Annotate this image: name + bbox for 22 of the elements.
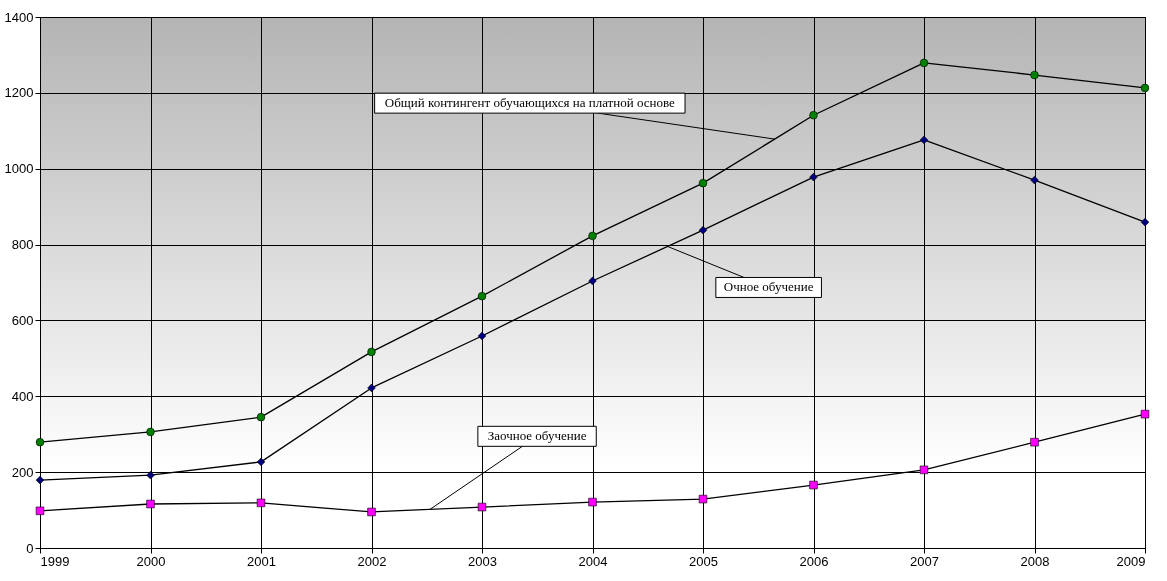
x-tick-label: 1999: [40, 553, 70, 569]
x-tick-label: 2002: [357, 553, 387, 569]
x-tick-label: 2006: [799, 553, 829, 569]
x-tick-label: 2000: [136, 553, 166, 569]
x-tick-label: 2007: [910, 553, 939, 569]
x-tick-label: 2005: [689, 553, 718, 569]
x-tick-label: 2001: [247, 553, 276, 569]
y-tick-label: 400: [11, 388, 34, 404]
y-tick-label: 1200: [4, 85, 34, 101]
y-tick-label: 0: [26, 540, 34, 556]
annotation: Очное обучение: [723, 279, 814, 295]
y-tick-label: 800: [11, 237, 34, 253]
annotation: Общий контингент обучающихся на платной основе: [384, 95, 676, 111]
y-tick-label: 1400: [4, 9, 34, 25]
annotation: Заочное обучение: [487, 428, 587, 444]
y-tick-label: 600: [11, 312, 34, 328]
x-tick-label: 2004: [578, 553, 608, 569]
y-tick-label: 200: [11, 464, 34, 480]
x-tick-label: 2009: [1116, 553, 1146, 569]
y-tick-label: 1000: [4, 161, 34, 177]
x-tick-label: 2003: [468, 553, 497, 569]
x-tick-label: 2008: [1020, 553, 1050, 569]
